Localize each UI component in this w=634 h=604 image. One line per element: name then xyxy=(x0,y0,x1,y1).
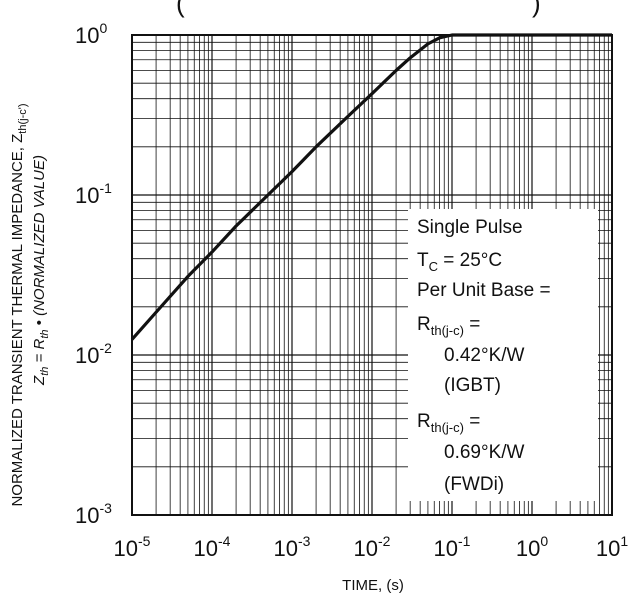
chart-title-left: ( xyxy=(176,0,185,18)
annotation-line-5: 0.42°K/W xyxy=(444,345,525,366)
annotation-line-9: (FWDi) xyxy=(444,474,504,495)
annotation-line-2: TC = 25°C xyxy=(417,250,502,274)
x-tick-label: 10-4 xyxy=(194,533,231,561)
annotation-line-4: Rth(j-c) = xyxy=(417,314,480,338)
x-tick-label: 10-3 xyxy=(274,533,311,561)
x-axis-title: TIME, (s) xyxy=(342,577,404,594)
y-axis-title-line1: NORMALIZED TRANSIENT THERMAL IMPEDANCE, … xyxy=(9,103,29,506)
x-tick-label: 10-5 xyxy=(114,533,151,561)
x-tick-label: 10-1 xyxy=(434,533,471,561)
annotation-line-3: Per Unit Base = xyxy=(417,280,551,301)
y-tick-labels: 10-3 10-2 10-1 100 xyxy=(75,20,112,528)
y-tick-label: 10-1 xyxy=(75,180,112,208)
x-tick-labels: 10-5 10-4 10-3 10-2 10-1 100 101 xyxy=(114,533,629,561)
y-axis-title-line2: Zth = Rth • (NORMALIZED VALUE) xyxy=(31,155,51,386)
y-tick-label: 10-3 xyxy=(75,500,112,528)
annotation-line-6: (IGBT) xyxy=(444,375,501,396)
y-tick-label: 100 xyxy=(75,20,107,48)
annotation-line-1: Single Pulse xyxy=(417,217,523,238)
y-tick-label: 10-2 xyxy=(75,340,112,368)
chart-title-right: ) xyxy=(532,0,541,18)
annotation-box: Single Pulse TC = 25°C Per Unit Base = R… xyxy=(408,209,598,501)
annotation-line-8: 0.69°K/W xyxy=(444,442,525,463)
x-tick-label: 101 xyxy=(596,533,628,561)
x-tick-label: 100 xyxy=(516,533,548,561)
x-tick-label: 10-2 xyxy=(354,533,391,561)
plot-frame xyxy=(131,34,613,516)
annotation-line-7: Rth(j-c) = xyxy=(417,411,480,435)
